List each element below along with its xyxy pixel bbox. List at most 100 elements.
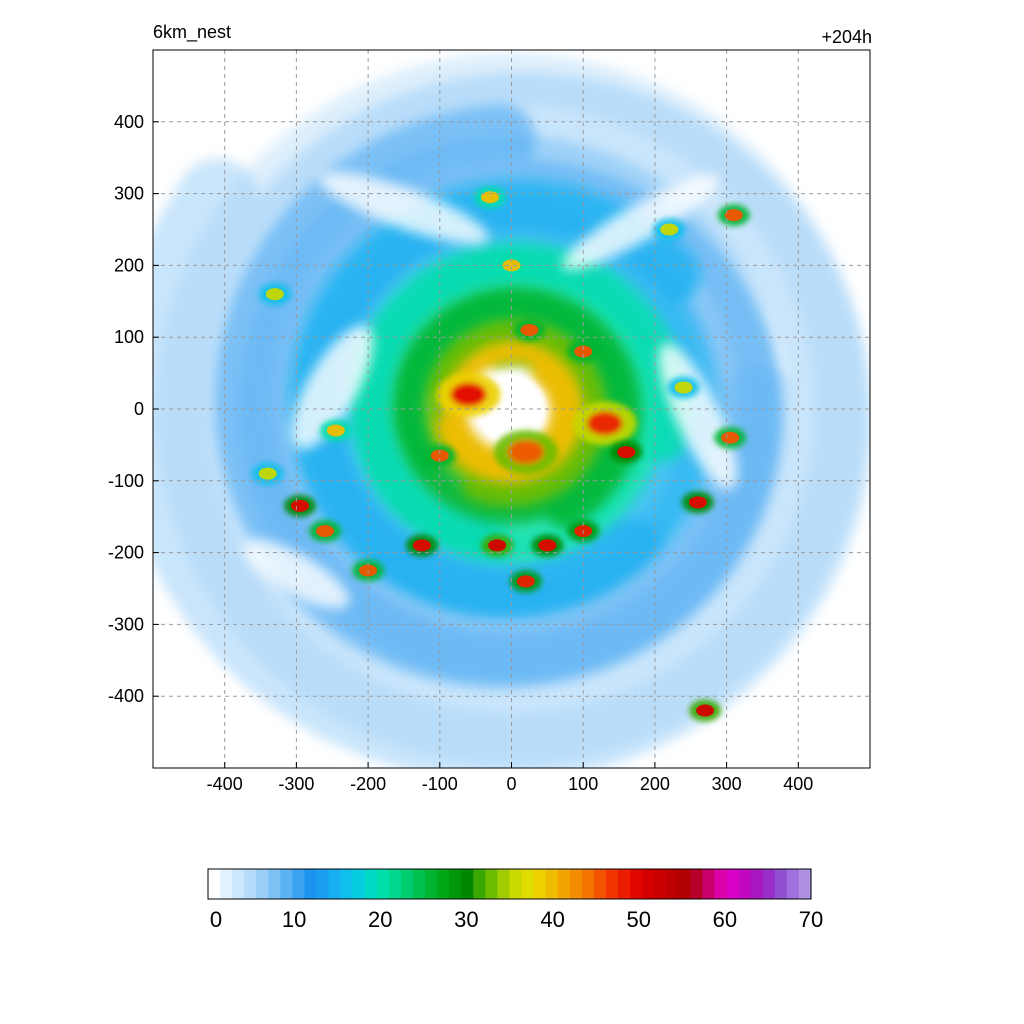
convective-cell-23 <box>251 462 284 485</box>
colorbar-swatch <box>268 869 281 899</box>
convective-cell-7 <box>610 441 643 464</box>
convective-cell-20 <box>495 254 528 277</box>
colorbar-swatch <box>581 869 595 899</box>
colorbar-swatch <box>485 869 499 899</box>
colorbar-swatch <box>473 869 486 899</box>
y-tick-label: 400 <box>114 112 144 132</box>
convective-cell-15 <box>567 340 600 363</box>
x-tick-label: 200 <box>640 774 670 794</box>
colorbar-tick-label: 20 <box>368 907 392 932</box>
colorbar-swatch <box>798 869 812 899</box>
colorbar-swatch <box>400 869 414 899</box>
colorbar-swatch <box>593 869 607 899</box>
colorbar-swatch <box>376 869 390 899</box>
convective-cell-17 <box>423 444 456 467</box>
colorbar-swatch <box>750 869 764 899</box>
y-tick-label: -400 <box>108 686 144 706</box>
eyewall-segment-1 <box>436 372 501 417</box>
convective-cell-22 <box>258 283 291 306</box>
colorbar-swatch <box>774 869 788 899</box>
colorbar-tick-label: 40 <box>540 907 564 932</box>
colorbar-tick-label: 70 <box>799 907 823 932</box>
x-tick-label: 100 <box>568 774 598 794</box>
colorbar-swatch <box>618 869 631 899</box>
colorbar-swatch <box>220 869 233 899</box>
colorbar-tick-label: 50 <box>626 907 650 932</box>
colorbar-swatch <box>533 869 547 899</box>
colorbar-swatch <box>762 869 776 899</box>
colorbar-swatch <box>630 869 643 899</box>
y-tick-label: 300 <box>114 184 144 204</box>
colorbar-swatch <box>413 869 426 899</box>
colorbar-swatch <box>726 869 740 899</box>
panel-label: 6km_nest <box>153 22 232 42</box>
x-tick-label: -100 <box>422 774 458 794</box>
colorbar-swatch <box>244 869 257 899</box>
colorbar-swatch <box>256 869 269 899</box>
colorbar-swatch <box>690 869 704 899</box>
colorbar-swatch <box>702 869 716 899</box>
colorbar-swatch <box>714 869 728 899</box>
convective-cell-18 <box>509 570 542 593</box>
convective-cell-8 <box>681 491 714 514</box>
x-tick-label: 0 <box>506 774 516 794</box>
colorbar-frame <box>207 868 812 900</box>
x-tick-label: 400 <box>783 774 813 794</box>
colorbar-swatch <box>340 869 354 899</box>
y-tick-label: -100 <box>108 471 144 491</box>
colorbar-swatch <box>786 869 800 899</box>
colorbar-tick-label: 30 <box>454 907 478 932</box>
colorbar-swatch <box>545 869 559 899</box>
y-tick-label: -300 <box>108 614 144 634</box>
y-tick-label: 200 <box>114 255 144 275</box>
colorbar-swatch <box>497 869 511 899</box>
convective-cell-12 <box>309 520 342 543</box>
colorbar-swatch <box>666 869 679 899</box>
colorbar-swatch <box>449 869 462 899</box>
convective-cell-16 <box>513 319 546 342</box>
colorbar-swatch <box>461 869 474 899</box>
colorbar-tick-label: 0 <box>210 907 222 932</box>
convective-cell-9 <box>689 699 722 722</box>
convective-cell-11 <box>283 494 316 517</box>
colorbar-swatch <box>364 869 378 899</box>
convective-cell-25 <box>667 376 700 399</box>
convective-cell-21 <box>473 186 506 209</box>
convective-cell-24 <box>319 419 352 442</box>
colorbar-swatch <box>388 869 402 899</box>
colorbar-swatch <box>208 869 221 899</box>
colorbar-swatch <box>316 869 330 899</box>
x-tick-label: -200 <box>350 774 386 794</box>
x-tick-label: -400 <box>207 774 243 794</box>
colorbar-swatch <box>557 869 571 899</box>
colorbar-swatch <box>304 869 318 899</box>
colorbar-swatch <box>678 869 691 899</box>
colorbar-tick-label: 60 <box>713 907 737 932</box>
colorbar-swatch <box>509 869 523 899</box>
colorbar-swatch <box>328 869 342 899</box>
colorbar-tick-label: 10 <box>282 907 306 932</box>
colorbar-swatch <box>352 869 366 899</box>
colorbar-swatch <box>232 869 245 899</box>
colorbar-swatch <box>437 869 450 899</box>
axis-ticks: -400 -300 -200 -100 0 100 200 300 400 400 300 200 10… <box>108 112 813 794</box>
colorbar-swatch <box>425 869 438 899</box>
colorbar-swatch <box>292 869 306 899</box>
eyewall-segment-3 <box>572 401 637 446</box>
colorbar-swatch <box>521 869 535 899</box>
y-tick-label: -200 <box>108 543 144 563</box>
colorbar-swatch <box>654 869 667 899</box>
y-tick-label: 0 <box>134 399 144 419</box>
y-tick-label: 100 <box>114 327 144 347</box>
colorbar-swatch <box>605 869 619 899</box>
convective-cell-19 <box>714 426 747 449</box>
convective-cell-10 <box>717 204 750 227</box>
colorbar-swatch <box>642 869 655 899</box>
colorbar: 0 10 20 30 40 50 60 70 <box>207 868 823 932</box>
x-tick-label: -300 <box>278 774 314 794</box>
colorbar-swatch <box>280 869 294 899</box>
forecast-hour-label: +204h <box>821 27 872 47</box>
eyewall-segment-2 <box>493 430 558 475</box>
convective-cell-26 <box>653 218 686 241</box>
